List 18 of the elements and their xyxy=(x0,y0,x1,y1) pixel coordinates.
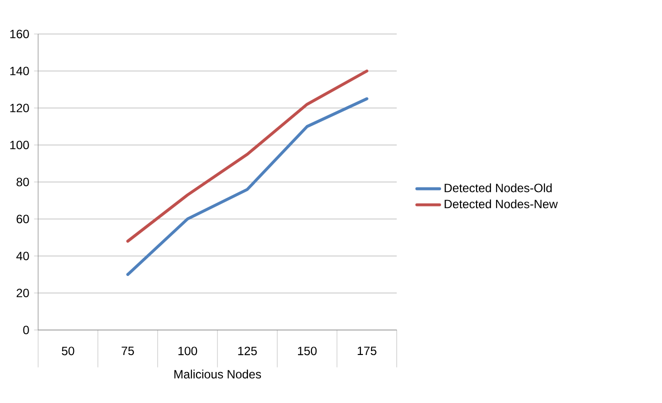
x-tick-label: 75 xyxy=(122,346,134,356)
x-tick-label: 175 xyxy=(358,346,376,356)
y-tick-label: 100 xyxy=(10,140,29,150)
x-tick-label: 125 xyxy=(238,346,257,356)
x-tick-label: 150 xyxy=(298,346,317,356)
legend-label: Detected Nodes-Old xyxy=(444,183,552,192)
y-tick-label: 80 xyxy=(16,178,29,186)
y-tick-label: 60 xyxy=(16,214,29,224)
x-axis-title: Malicious Nodes xyxy=(174,370,261,378)
y-tick-label: 20 xyxy=(16,288,29,298)
y-tick-label: 160 xyxy=(10,30,29,38)
y-tick-label: 40 xyxy=(16,252,29,260)
x-tick-label: 50 xyxy=(62,346,74,356)
legend-label: Detected Nodes-New xyxy=(444,199,558,208)
y-tick-label: 120 xyxy=(10,104,29,112)
x-tick-label: 100 xyxy=(178,346,198,356)
y-tick-label: 0 xyxy=(23,326,29,334)
y-tick-label: 140 xyxy=(10,66,29,76)
